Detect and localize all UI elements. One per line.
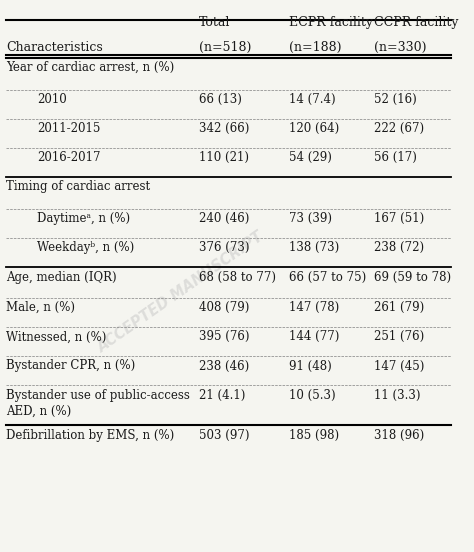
Text: Bystander use of public-access
AED, n (%): Bystander use of public-access AED, n (%…	[6, 389, 190, 418]
Text: (n=518): (n=518)	[199, 41, 251, 54]
Text: 73 (39): 73 (39)	[289, 213, 332, 225]
Text: 68 (58 to 77): 68 (58 to 77)	[199, 270, 276, 284]
Text: 138 (73): 138 (73)	[289, 241, 339, 254]
Text: 147 (78): 147 (78)	[289, 301, 339, 314]
Text: 21 (4.1): 21 (4.1)	[199, 389, 246, 402]
Text: 342 (66): 342 (66)	[199, 122, 249, 135]
Text: Age, median (IQR): Age, median (IQR)	[6, 270, 117, 284]
Text: ECPR facility: ECPR facility	[289, 15, 373, 29]
Text: 66 (13): 66 (13)	[199, 93, 242, 106]
Text: CCPR facility: CCPR facility	[374, 15, 459, 29]
Text: 66 (57 to 75): 66 (57 to 75)	[289, 270, 366, 284]
Text: 395 (76): 395 (76)	[199, 331, 249, 343]
Text: Defibrillation by EMS, n (%): Defibrillation by EMS, n (%)	[6, 429, 174, 442]
Text: Daytimeᵃ, n (%): Daytimeᵃ, n (%)	[37, 213, 130, 225]
Text: Timing of cardiac arrest: Timing of cardiac arrest	[6, 181, 150, 193]
Text: Year of cardiac arrest, n (%): Year of cardiac arrest, n (%)	[6, 61, 174, 75]
Text: Male, n (%): Male, n (%)	[6, 301, 75, 314]
Text: 52 (16): 52 (16)	[374, 93, 417, 106]
Text: 14 (7.4): 14 (7.4)	[289, 93, 336, 106]
Text: 10 (5.3): 10 (5.3)	[289, 389, 336, 402]
Text: (n=188): (n=188)	[289, 41, 341, 54]
Text: 185 (98): 185 (98)	[289, 429, 339, 442]
Text: Weekdayᵇ, n (%): Weekdayᵇ, n (%)	[37, 241, 135, 254]
Text: 238 (46): 238 (46)	[199, 359, 249, 373]
Text: 2011-2015: 2011-2015	[37, 122, 100, 135]
Text: 167 (51): 167 (51)	[374, 213, 424, 225]
Text: 251 (76): 251 (76)	[374, 331, 424, 343]
Text: 222 (67): 222 (67)	[374, 122, 424, 135]
Text: 238 (72): 238 (72)	[374, 241, 424, 254]
Text: Characteristics: Characteristics	[6, 41, 103, 54]
Text: 318 (96): 318 (96)	[374, 429, 424, 442]
Text: 261 (79): 261 (79)	[374, 301, 424, 314]
Text: 69 (59 to 78): 69 (59 to 78)	[374, 270, 451, 284]
Text: ACCEPTED MANUSCRIPT: ACCEPTED MANUSCRIPT	[95, 229, 267, 355]
Text: 2010: 2010	[37, 93, 67, 106]
Text: 408 (79): 408 (79)	[199, 301, 249, 314]
Text: 91 (48): 91 (48)	[289, 359, 332, 373]
Text: 11 (3.3): 11 (3.3)	[374, 389, 421, 402]
Text: (n=330): (n=330)	[374, 41, 427, 54]
Text: Total: Total	[199, 15, 230, 29]
Text: 2016-2017: 2016-2017	[37, 151, 101, 164]
Text: 110 (21): 110 (21)	[199, 151, 249, 164]
Text: 147 (45): 147 (45)	[374, 359, 425, 373]
Text: 120 (64): 120 (64)	[289, 122, 339, 135]
Text: 240 (46): 240 (46)	[199, 213, 249, 225]
Text: 503 (97): 503 (97)	[199, 429, 249, 442]
Text: 56 (17): 56 (17)	[374, 151, 417, 164]
Text: Witnessed, n (%): Witnessed, n (%)	[6, 331, 106, 343]
Text: 144 (77): 144 (77)	[289, 331, 339, 343]
Text: 54 (29): 54 (29)	[289, 151, 332, 164]
Text: 376 (73): 376 (73)	[199, 241, 249, 254]
Text: Bystander CPR, n (%): Bystander CPR, n (%)	[6, 359, 135, 373]
